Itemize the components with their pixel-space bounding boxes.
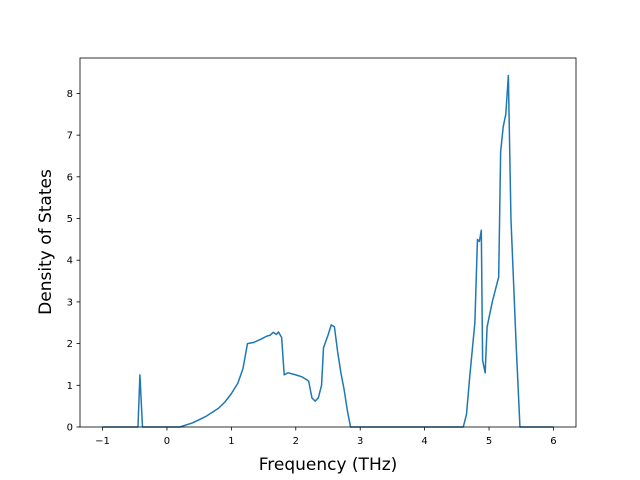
x-tick-label: 1 [228,436,234,447]
y-tick-label: 1 [67,381,73,392]
x-tick-label: 4 [421,436,427,447]
y-tick-label: 7 [67,131,73,142]
x-tick-label: 5 [486,436,492,447]
y-axis-label: Density of States [36,169,56,315]
x-tick-label: 3 [357,436,363,447]
y-tick-label: 4 [67,256,73,267]
x-tick-label: 0 [164,436,170,447]
y-tick-label: 3 [67,297,73,308]
x-tick-label: 2 [293,436,299,447]
y-tick-label: 5 [67,214,73,225]
plot-frame [79,57,577,428]
y-tick-label: 6 [67,172,73,183]
x-axis-label: Frequency (THz) [259,455,398,475]
y-tick-label: 8 [67,89,73,100]
x-tick-label: −1 [95,436,110,447]
y-tick-label: 2 [67,339,73,350]
data-line [102,74,554,428]
x-tick-label: 6 [550,436,556,447]
y-tick-label: 0 [67,423,73,434]
